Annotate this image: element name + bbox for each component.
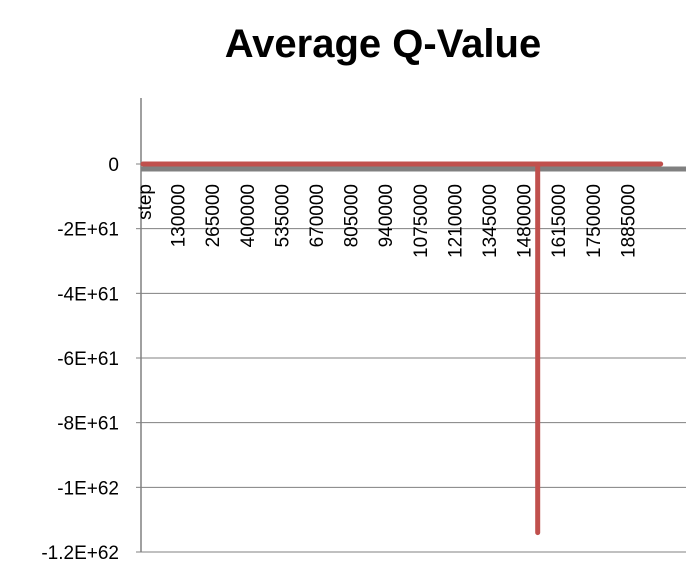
y-tick-label: -6E+61 [57, 349, 119, 370]
chart-title: Average Q-Value [224, 22, 542, 66]
y-tick-label: -4E+61 [57, 284, 119, 305]
x-tick-label: 1615000 [549, 184, 570, 258]
y-tick-label: -8E+61 [57, 414, 119, 435]
y-tick-label: -1E+62 [57, 478, 119, 499]
x-tick-label: 805000 [342, 184, 363, 247]
x-tick-label: 940000 [376, 184, 397, 247]
x-tick-label: 1480000 [515, 184, 536, 258]
y-tick-label: -2E+61 [57, 220, 119, 241]
x-tick-label: 670000 [307, 184, 328, 247]
y-tick-label: 0 [108, 155, 119, 176]
x-tick-label: 535000 [272, 184, 293, 247]
y-tick-label: -1.2E+62 [41, 543, 119, 564]
x-tick-label: 1210000 [445, 184, 466, 258]
x-tick-label: 130000 [169, 184, 190, 247]
x-tick-label: 1345000 [480, 184, 501, 258]
x-tick-label: 1750000 [584, 184, 605, 258]
x-tick-label: 265000 [203, 184, 224, 247]
x-tick-label: step [135, 184, 156, 220]
series-line [140, 161, 664, 536]
x-tick-label: 400000 [238, 184, 259, 247]
x-tick-label: 1885000 [618, 184, 639, 258]
x-tick-label: 1075000 [411, 184, 432, 258]
